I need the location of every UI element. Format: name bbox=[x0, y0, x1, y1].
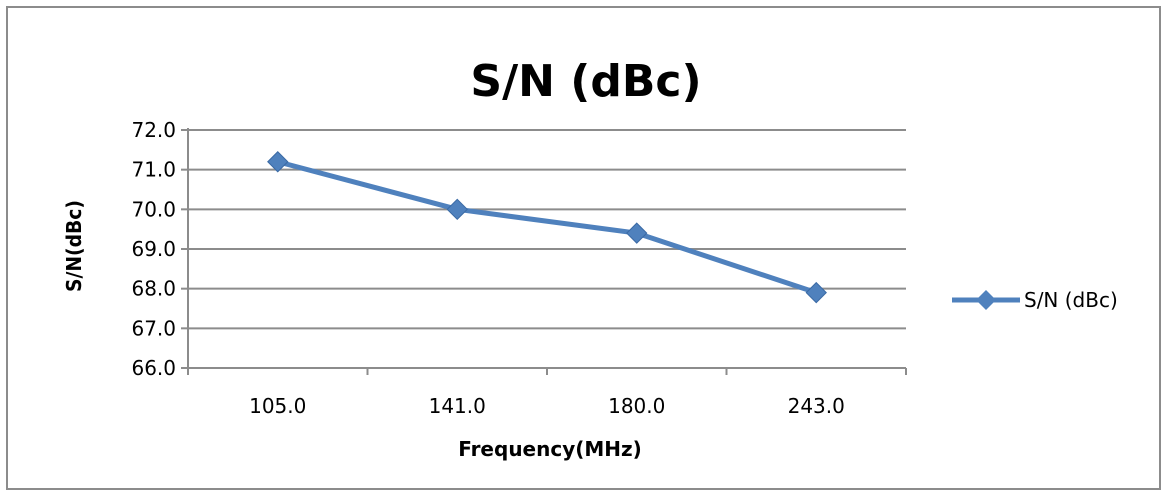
x-axis-title: Frequency(MHz) bbox=[458, 437, 642, 461]
y-tick-labels: 66.0 67.0 68.0 69.0 70.0 71.0 72.0 bbox=[131, 118, 176, 380]
data-point-marker bbox=[446, 198, 468, 221]
legend-label: S/N (dBc) bbox=[1024, 288, 1118, 312]
x-tick-labels: 105.0 141.0 180.0 243.0 bbox=[249, 394, 845, 418]
data-point-marker bbox=[805, 281, 827, 304]
x-tick-label: 141.0 bbox=[429, 394, 486, 418]
series-line bbox=[277, 159, 818, 296]
chart-svg: S/N (dBc) 66.0 67.0 68.0 69.0 70.0 71.0 72.0 1… bbox=[62, 56, 1118, 461]
axes bbox=[187, 128, 907, 375]
y-tick-label: 66.0 bbox=[131, 356, 176, 380]
y-tick-label: 67.0 bbox=[131, 316, 176, 340]
data-point-marker bbox=[267, 151, 289, 173]
y-axis-title: S/N(dBc) bbox=[62, 200, 86, 292]
series-layer bbox=[267, 151, 827, 304]
x-tick-label: 243.0 bbox=[788, 394, 845, 418]
gridlines bbox=[181, 129, 906, 369]
y-tick-label: 71.0 bbox=[131, 158, 176, 182]
x-tick-label: 180.0 bbox=[608, 394, 665, 418]
y-tick-label: 68.0 bbox=[131, 277, 176, 301]
y-tick-label: 69.0 bbox=[131, 237, 176, 261]
y-tick-label: 70.0 bbox=[131, 197, 176, 221]
legend: S/N (dBc) bbox=[952, 288, 1118, 312]
data-point-marker bbox=[626, 222, 648, 244]
chart-title: S/N (dBc) bbox=[470, 56, 701, 107]
y-tick-label: 72.0 bbox=[131, 118, 176, 142]
legend-marker-icon bbox=[976, 290, 996, 310]
chart-frame: S/N (dBc) 66.0 67.0 68.0 69.0 70.0 71.0 72.0 1… bbox=[6, 6, 1161, 490]
x-tick-label: 105.0 bbox=[249, 394, 306, 418]
